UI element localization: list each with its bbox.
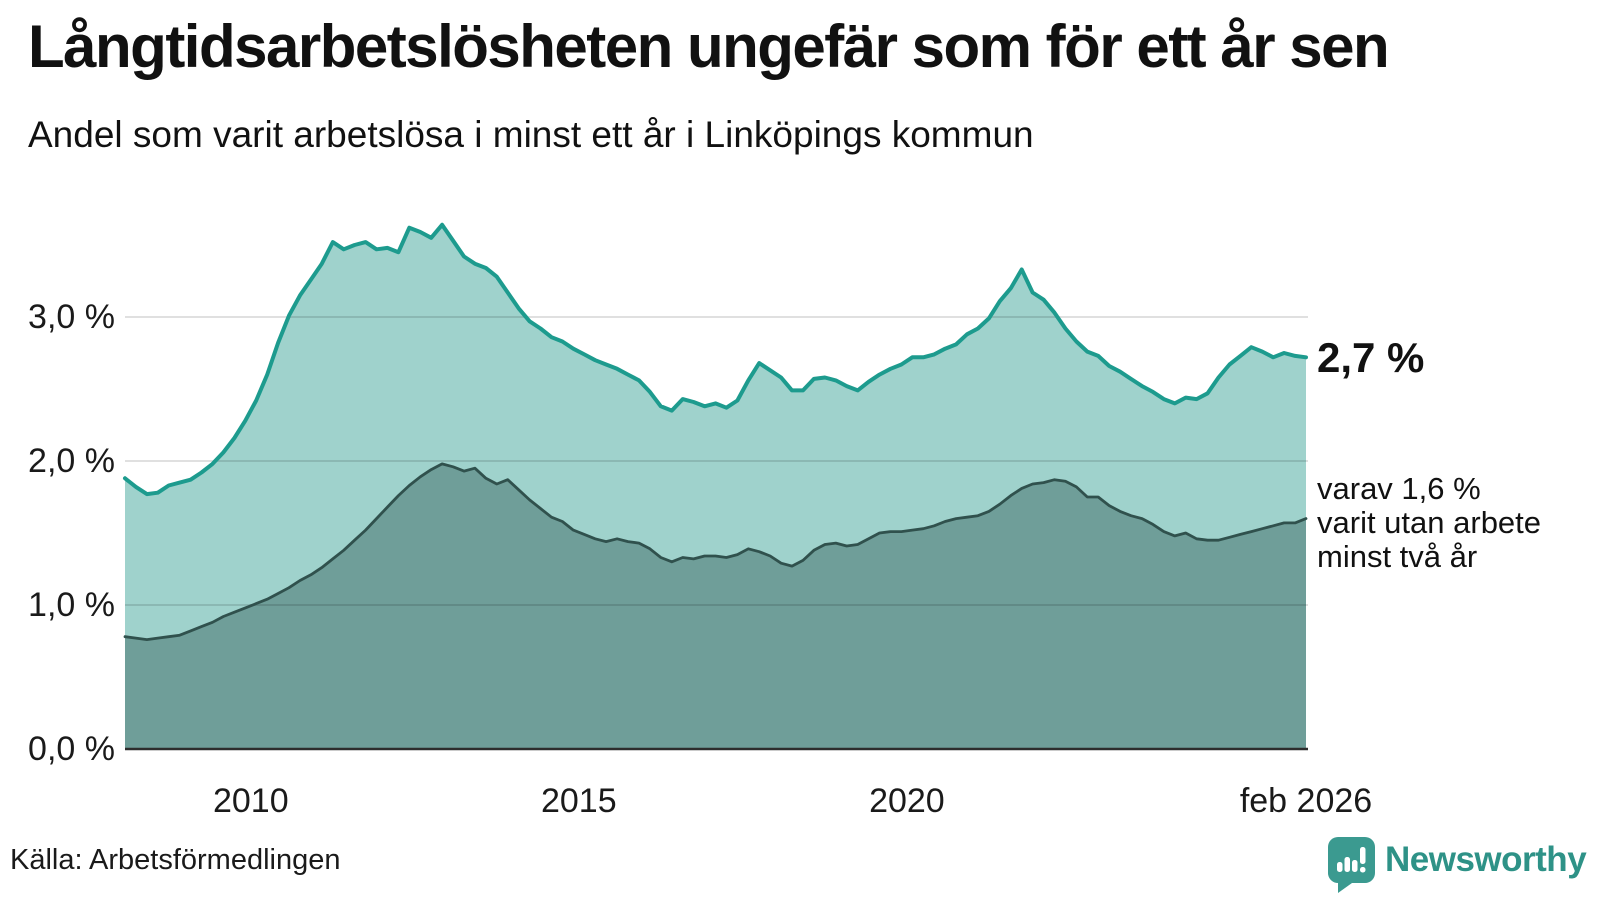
secondary-value-line: varit utan arbete: [1317, 505, 1542, 541]
page-subtitle: Andel som varit arbetslösa i minst ett å…: [28, 114, 1034, 155]
secondary-value-line: minst två år: [1317, 539, 1478, 575]
secondary-value-line: varav 1,6 %: [1317, 471, 1481, 506]
x-tick-label: 2020: [869, 782, 945, 820]
y-tick-label: 3,0 %: [28, 298, 115, 336]
x-tick-label: 2010: [212, 782, 289, 820]
source-caption: Källa: Arbetsförmedlingen: [10, 844, 341, 876]
speech-bubble-bar-chart-icon: [1328, 837, 1375, 893]
latest-value-label: 2,7 %: [1317, 334, 1425, 381]
x-tick-label: 2015: [540, 782, 617, 820]
page-title: Långtidsarbetslösheten ungefär som för e…: [28, 13, 1390, 80]
newsworthy-wordmark: Newsworthy: [1385, 840, 1587, 879]
x-tick-label: feb 2026: [1239, 782, 1373, 820]
secondary-value-label: varav 1,6 % varit utan arbete minst två …: [1317, 471, 1542, 575]
y-tick-label: 2,0 %: [28, 442, 115, 480]
newsworthy-logo[interactable]: Newsworthy: [1328, 836, 1587, 894]
y-tick-label: 1,0 %: [28, 586, 115, 624]
gridlines: [125, 316, 1308, 606]
line-unemployed-2yr: [123, 462, 1308, 641]
area-unemployed-2yr: [125, 463, 1306, 749]
y-tick-label: 0,0 %: [28, 730, 115, 768]
line-unemployed-1yr: [123, 222, 1308, 497]
